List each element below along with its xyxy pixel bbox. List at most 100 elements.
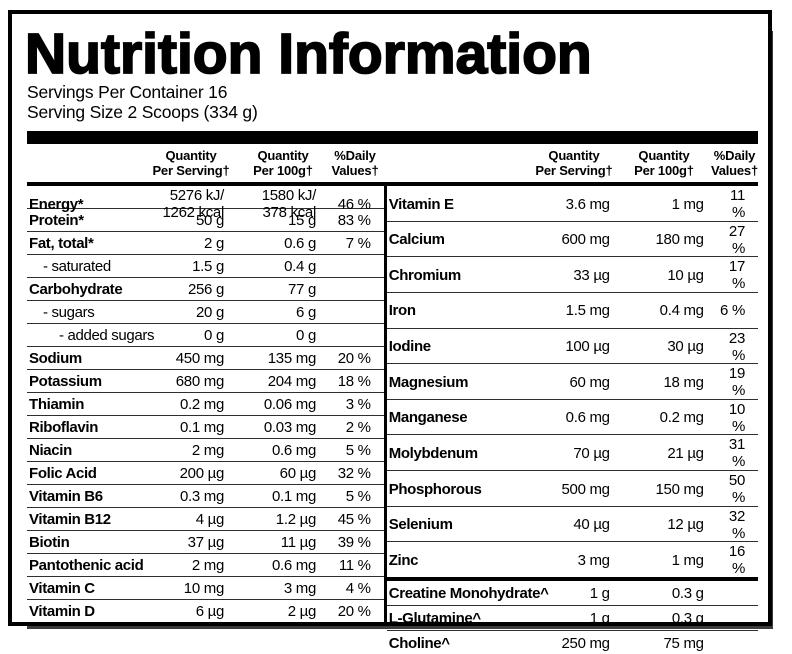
nutrient-name: Folic Acid <box>29 464 97 482</box>
quantity-per-100g-value: 1 mg <box>671 195 704 213</box>
table-row: Vitamin D 6 µg 2 µg 20 % <box>27 600 384 622</box>
quantity-per-serving-value: 20 g <box>196 303 224 321</box>
quantity-per-100g-value: 0.06 mg <box>263 395 316 413</box>
header-quantity-per-100g: Quantity Per 100g† <box>253 148 313 178</box>
daily-value-percent: 20 % <box>337 349 371 367</box>
nutrient-name: Zinc <box>388 551 419 569</box>
quantity-per-100g-value: 12 µg <box>667 516 704 534</box>
nutrient-name: Sodium <box>29 349 82 367</box>
supplements-section: Creatine Monohydrate^ 1 g 0.3 g L-Glutam… <box>386 577 758 654</box>
table-row: Magnesium 60 mg 18 mg 19 % <box>386 364 758 400</box>
daily-value-percent <box>329 265 384 267</box>
daily-value-percent: 11 % <box>730 187 745 221</box>
quantity-per-100g-value: 0.2 mg <box>659 409 704 427</box>
table-row: Fat, total* 2 g 0.6 g 7 % <box>27 232 384 255</box>
quantity-per-serving-value: 500 mg <box>561 480 610 498</box>
quantity-per-100g-value: 15 g <box>288 211 316 229</box>
table-row: - sugars 20 g 6 g <box>27 301 384 324</box>
quantity-per-serving-value: 0.2 mg <box>179 395 224 413</box>
left-table-headers: Quantity Per Serving† Quantity Per 100g†… <box>27 144 381 182</box>
nutrient-name: L-Glutamine^ <box>388 609 481 627</box>
daily-value-percent: 11 % <box>338 556 371 574</box>
left-nutrient-table: Energy* 5276 kJ/ 1262 kcal 1580 kJ/ 378 … <box>27 186 387 622</box>
daily-value-percent: 6 % <box>720 301 745 319</box>
quantity-per-serving-value: 1 g <box>589 609 610 627</box>
quantity-per-serving-value: 0.1 mg <box>179 418 224 436</box>
daily-value-percent: 5 % <box>345 487 371 505</box>
quantity-per-100g-value: 0.3 g <box>671 609 704 627</box>
nutrient-name: Potassium <box>29 372 102 390</box>
daily-value-percent: 83 % <box>337 211 371 229</box>
daily-value-percent: 7 % <box>345 234 371 252</box>
daily-value-percent <box>717 617 758 619</box>
table-row: Molybdenum 70 µg 21 µg 31 % <box>386 435 758 472</box>
table-row: Chromium 33 µg 10 µg 17 % <box>386 257 758 293</box>
daily-value-percent: 23 % <box>728 329 745 364</box>
page-title: Nutrition Information <box>24 22 593 86</box>
quantity-per-100g-value: 11 µg <box>280 533 317 551</box>
nutrient-name: Iodine <box>388 338 431 356</box>
quantity-per-serving-value: 680 mg <box>175 372 225 390</box>
header-quantity-per-serving: Quantity Per Serving† <box>535 148 613 178</box>
quantity-per-100g-value: 0.4 mg <box>659 301 704 319</box>
quantity-per-100g-value: 60 µg <box>279 464 317 482</box>
quantity-per-100g-value: 1 mg <box>671 551 704 569</box>
quantity-per-serving-value: 6 µg <box>195 602 225 620</box>
nutrient-name: Energy* <box>29 195 84 213</box>
nutrient-name: Vitamin E <box>388 195 454 213</box>
header-quantity-per-serving: Quantity Per Serving† <box>152 148 230 178</box>
table-row: Vitamin B6 0.3 mg 0.1 mg 5 % <box>27 485 384 508</box>
quantity-per-100g-value: 150 mg <box>655 480 704 498</box>
quantity-per-serving-value: 3.6 mg <box>565 195 610 213</box>
quantity-per-100g-value: 2 µg <box>287 602 317 620</box>
quantity-per-serving-value: 256 g <box>187 280 224 298</box>
quantity-per-serving-value: 70 µg <box>573 444 610 462</box>
table-row: Manganese 0.6 mg 0.2 mg 10 % <box>386 400 758 436</box>
column-headers-row: Quantity Per Serving† Quantity Per 100g†… <box>27 144 758 186</box>
nutrient-name: Vitamin D <box>29 602 95 620</box>
quantity-per-serving-value: 3 mg <box>577 551 610 569</box>
nutrient-name: Chromium <box>388 266 462 284</box>
quantity-per-serving-value: 600 mg <box>561 231 610 249</box>
nutrient-name: Fat, total* <box>29 234 94 252</box>
table-row: Vitamin C 10 mg 3 mg 4 % <box>27 577 384 600</box>
quantity-per-serving-value: 1.5 mg <box>565 301 610 319</box>
header-daily-values: %Daily Values† <box>710 148 758 178</box>
quantity-per-100g-value: 0.1 mg <box>271 487 316 505</box>
quantity-per-serving-value: 0 g <box>204 326 224 344</box>
quantity-per-100g-value: 0.4 g <box>284 257 316 275</box>
nutrient-name: Iron <box>388 301 416 319</box>
table-row: Selenium 40 µg 12 µg 32 % <box>386 507 758 543</box>
daily-value-percent: 20 % <box>337 602 371 620</box>
quantity-per-100g-value: 180 mg <box>655 231 704 249</box>
tables-body: Energy* 5276 kJ/ 1262 kcal 1580 kJ/ 378 … <box>27 186 758 652</box>
daily-value-percent: 32 % <box>337 464 371 482</box>
nutrient-name: Pantothenic acid <box>29 556 144 574</box>
nutrient-name: Selenium <box>388 516 453 534</box>
daily-value-percent: 32 % <box>728 507 745 542</box>
quantity-per-100g-value: 18 mg <box>663 373 705 391</box>
quantity-per-100g-value: 21 µg <box>667 444 704 462</box>
table-row: - saturated 1.5 g 0.4 g <box>27 255 384 278</box>
quantity-per-100g-value: 30 µg <box>667 338 704 356</box>
quantity-per-100g-value: 204 mg <box>267 372 317 390</box>
table-row: Iron 1.5 mg 0.4 mg 6 % <box>386 293 758 329</box>
table-row: Calcium 600 mg 180 mg 27 % <box>386 222 758 258</box>
right-table-headers: Quantity Per Serving† Quantity Per 100g†… <box>381 144 758 182</box>
quantity-per-serving-value: 60 mg <box>569 373 611 391</box>
daily-value-percent <box>329 311 384 313</box>
daily-value-percent: 46 % <box>337 195 371 213</box>
daily-value-percent: 50 % <box>728 472 745 507</box>
nutrient-name: - saturated <box>43 257 111 275</box>
daily-value-percent: 3 % <box>345 395 371 413</box>
vitamins-minerals-section: Vitamin E 3.6 mg 1 mg 11 % Calcium 600 m… <box>386 186 758 577</box>
daily-value-percent: 4 % <box>345 579 371 597</box>
nutrient-name: Magnesium <box>388 373 469 391</box>
nutrient-name: Niacin <box>29 441 72 459</box>
daily-value-percent: 31 % <box>728 436 745 471</box>
table-row: - added sugars 0 g 0 g <box>27 324 384 347</box>
nutrient-name: Vitamin B12 <box>29 510 111 528</box>
table-row: L-Glutamine^ 1 g 0.3 g <box>386 606 758 631</box>
servings-per-container: Servings Per Container 16 <box>27 82 228 102</box>
table-row: Phosphorous 500 mg 150 mg 50 % <box>386 471 758 507</box>
